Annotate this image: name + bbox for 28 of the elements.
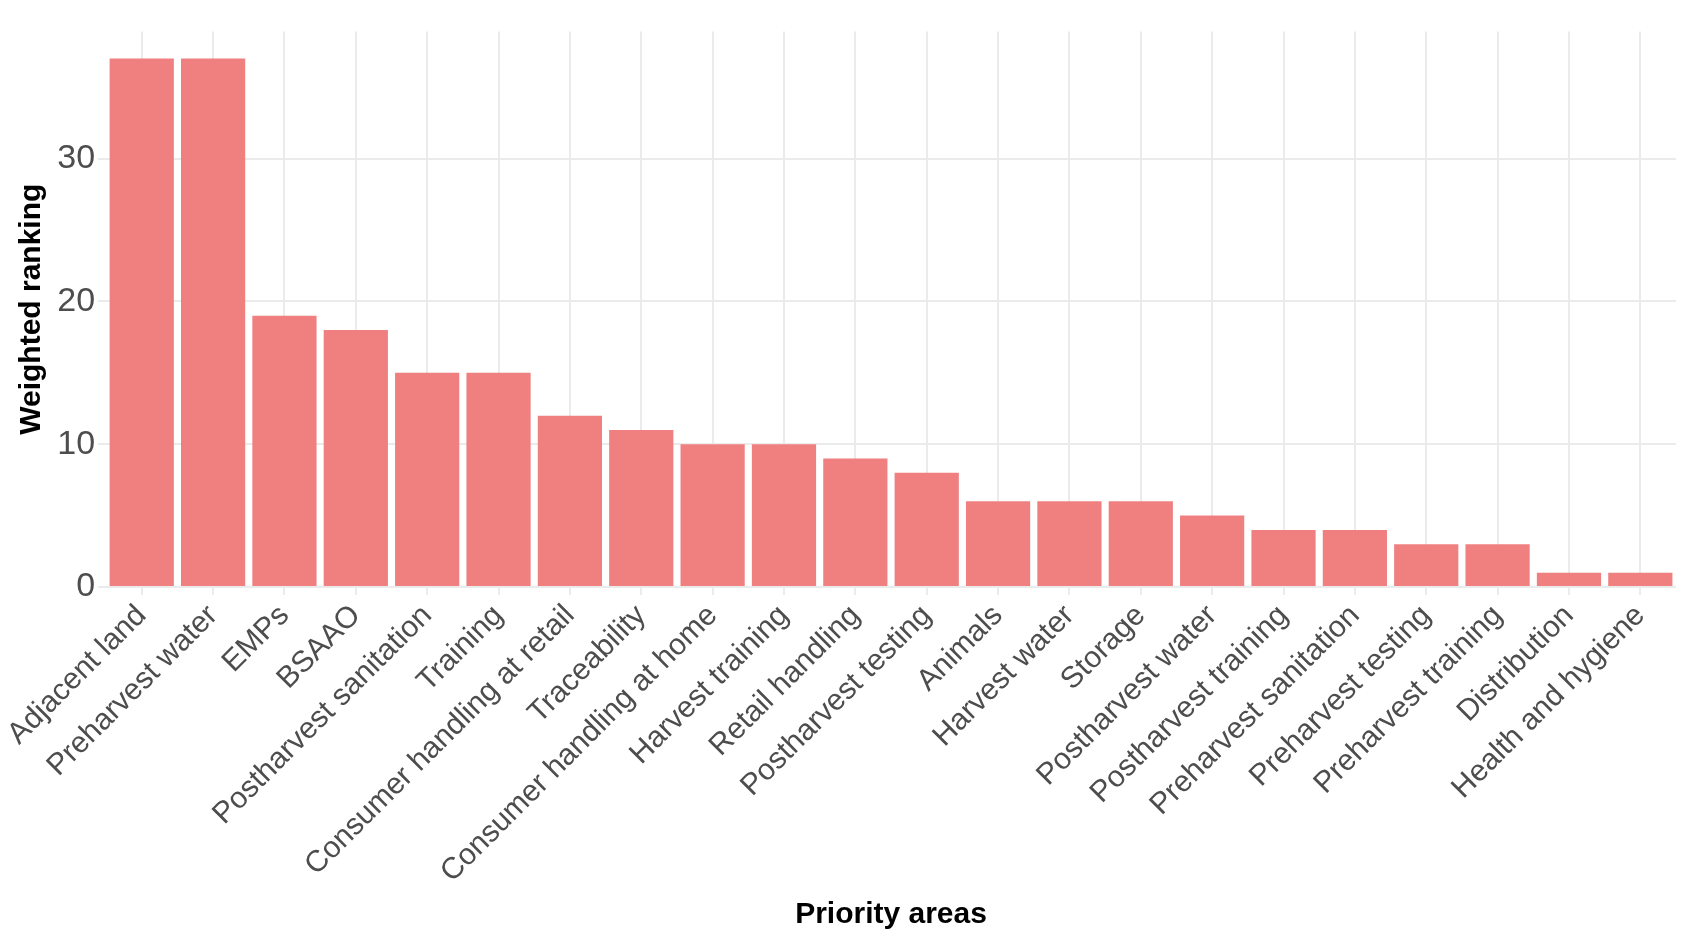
bar (1251, 529, 1316, 587)
y-tick-label: 20 (57, 279, 96, 318)
y-axis-title: Weighted ranking (13, 183, 47, 435)
bar (1108, 501, 1173, 587)
x-axis-title: Priority areas (795, 896, 987, 930)
bar (751, 444, 817, 587)
bar (466, 372, 531, 587)
bar (965, 501, 1031, 587)
y-tick-label: 30 (57, 136, 96, 175)
bar (537, 415, 603, 587)
bar (1180, 515, 1245, 587)
bar (323, 329, 388, 587)
bar (1037, 501, 1102, 587)
bar (395, 372, 460, 587)
bar (823, 458, 888, 587)
bar (109, 58, 174, 587)
bar (1465, 544, 1530, 587)
bar (1322, 529, 1387, 587)
bar (1608, 572, 1673, 587)
bar (1394, 544, 1459, 587)
y-tick-label: 10 (57, 422, 96, 461)
bar (894, 472, 959, 587)
bar (180, 58, 246, 587)
bar (609, 429, 674, 587)
bar (680, 444, 745, 587)
y-tick-label: 0 (76, 565, 96, 604)
bar (1536, 572, 1602, 587)
bar (252, 315, 317, 587)
